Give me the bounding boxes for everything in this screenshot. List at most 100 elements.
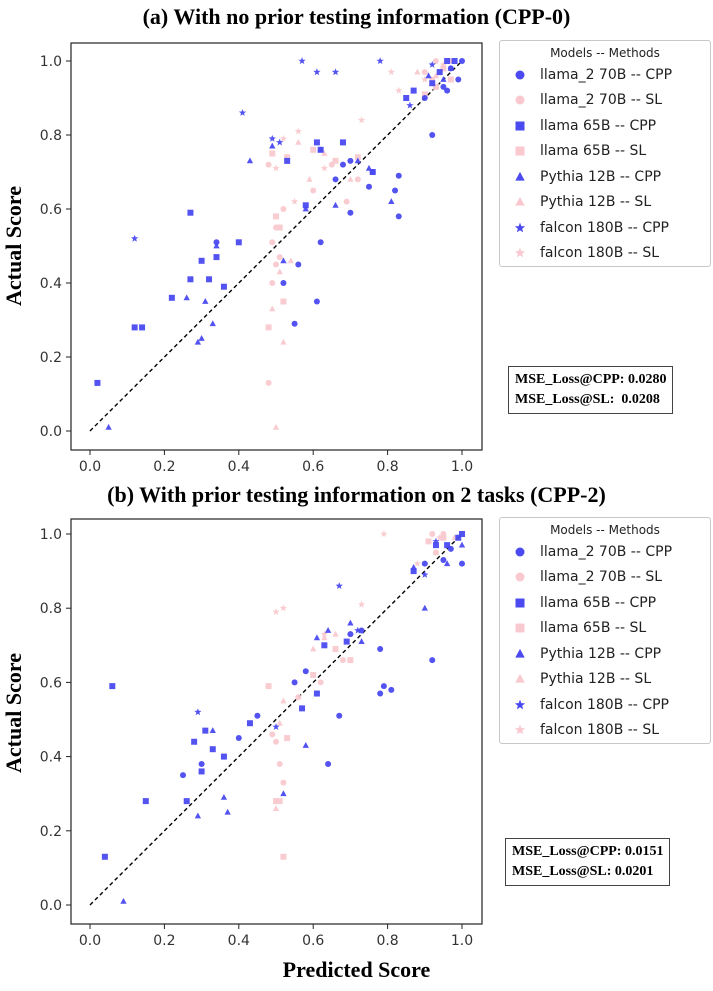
legend-b: Models -- Methods llama_2 70B -- CPP llam…	[499, 517, 711, 744]
data-point-circle-sl	[269, 239, 276, 246]
data-point-triangle-sl	[280, 338, 287, 345]
data-point-triangle-cpp	[209, 727, 216, 734]
data-point-star-sl	[320, 164, 329, 172]
data-point-star-cpp	[331, 68, 340, 76]
legend-marker-circle-icon	[500, 90, 540, 110]
data-point-triangle-cpp	[209, 320, 216, 327]
data-point-triangle-cpp	[425, 72, 432, 79]
y-tick-label-0: 0.8	[40, 128, 62, 144]
legend-marker-star-icon	[500, 243, 540, 263]
data-point-square-cpp	[339, 139, 346, 146]
legend-label: llama 65B -- CPP	[540, 594, 657, 611]
data-point-circle-sl	[421, 69, 428, 76]
legend-entry: llama_2 70B -- SL	[500, 565, 710, 591]
data-point-square-cpp	[302, 202, 309, 209]
data-point-square-cpp	[168, 294, 175, 301]
data-point-triangle-sl	[310, 645, 317, 652]
data-point-square-sl	[310, 146, 317, 153]
data-point-triangle-cpp	[198, 335, 205, 341]
legend-entry: llama_2 70B -- CPP	[500, 62, 710, 88]
data-point-star-cpp	[130, 234, 139, 242]
data-point-star-sl	[380, 530, 388, 538]
data-point-square-cpp	[451, 58, 458, 64]
data-point-star-cpp	[376, 57, 384, 65]
mse-cpp-a: MSE_Loss@CPP: 0.0280	[515, 372, 667, 387]
legend-marker-triangle-icon	[500, 192, 540, 212]
data-point-circle-cpp	[302, 668, 309, 675]
data-point-star-cpp	[406, 101, 414, 109]
data-point-triangle-sl	[432, 72, 440, 79]
data-point-square-cpp	[436, 69, 443, 76]
legend-label: Pythia 12B -- CPP	[540, 645, 662, 662]
x-tick-label-0: 0.4	[228, 459, 250, 475]
legend-label: Pythia 12B -- SL	[540, 671, 652, 688]
data-point-circle-cpp	[339, 161, 346, 168]
data-point-square-cpp	[284, 157, 291, 164]
legend-marker-square-icon	[500, 618, 540, 638]
data-point-star-sl	[395, 86, 403, 94]
data-point-triangle-sl	[272, 423, 280, 430]
data-point-triangle-cpp	[280, 257, 287, 264]
data-point-triangle-cpp	[388, 198, 395, 204]
data-point-circle-cpp	[388, 686, 395, 693]
legend-marker-star-icon	[500, 695, 540, 715]
data-point-circle-cpp	[444, 87, 451, 94]
data-point-triangle-cpp	[313, 634, 321, 641]
data-point-star-sl	[421, 75, 429, 83]
data-point-circle-cpp	[459, 560, 465, 567]
data-point-triangle-cpp	[194, 338, 202, 345]
data-point-square-cpp	[213, 254, 220, 261]
legend-b-title: Models -- Methods	[550, 523, 660, 537]
data-point-triangle-cpp	[443, 560, 451, 567]
legend-entry: llama 65B -- SL	[500, 139, 710, 165]
data-point-triangle-cpp	[365, 164, 373, 171]
legend-marker-star-icon	[500, 218, 540, 238]
data-point-square-sl	[269, 150, 276, 157]
data-point-circle-cpp	[213, 239, 220, 246]
data-point-square-cpp	[299, 705, 306, 712]
data-point-triangle-cpp	[458, 541, 466, 548]
data-point-square-cpp	[191, 738, 198, 745]
data-point-star-sl	[413, 559, 422, 567]
data-point-circle-cpp	[429, 657, 436, 664]
data-point-circle-sl	[310, 187, 317, 194]
data-point-circle-cpp	[347, 157, 354, 164]
legend-marker-square-icon	[500, 593, 540, 613]
data-point-square-sl	[280, 853, 287, 860]
data-point-triangle-cpp	[332, 201, 339, 208]
data-point-triangle-sl	[295, 138, 302, 145]
data-point-triangle-cpp	[358, 638, 365, 644]
data-point-triangle-cpp	[410, 563, 417, 570]
legend-marker-circle-icon	[500, 542, 540, 562]
data-point-triangle-cpp	[447, 64, 454, 71]
legend-entry: falcon 180B -- CPP	[500, 215, 710, 241]
y-tick-label-0: 0.2	[40, 350, 62, 366]
data-point-triangle-cpp	[421, 604, 428, 611]
legend-label: llama_2 70B -- CPP	[540, 66, 673, 83]
data-point-circle-cpp	[291, 679, 298, 686]
data-point-square-cpp	[313, 690, 320, 697]
legend-label: llama_2 70B -- SL	[540, 569, 663, 586]
data-point-triangle-cpp	[246, 157, 254, 164]
data-point-square-cpp	[109, 683, 116, 690]
data-point-circle-cpp	[291, 320, 298, 327]
data-point-circle-cpp	[347, 209, 354, 216]
data-point-square-cpp	[343, 638, 350, 645]
data-point-star-cpp	[194, 708, 202, 716]
y-tick-label-0: 1.0	[40, 54, 62, 70]
data-point-triangle-cpp	[302, 205, 309, 212]
data-point-square-sl	[265, 683, 272, 690]
data-point-triangle-cpp	[220, 793, 228, 800]
data-point-triangle-cpp	[202, 298, 209, 304]
data-point-circle-cpp	[380, 683, 387, 690]
data-point-star-sl	[387, 68, 395, 76]
data-point-circle-sl	[317, 679, 324, 686]
data-point-square-sl	[447, 76, 454, 83]
data-point-triangle-cpp	[302, 742, 309, 748]
data-point-star-sl	[279, 604, 288, 612]
y-tick-label-1: 1.0	[40, 527, 62, 543]
data-point-square-sl	[332, 646, 339, 653]
data-point-square-cpp	[403, 95, 410, 101]
data-point-circle-cpp	[366, 183, 372, 190]
data-point-square-cpp	[142, 798, 149, 805]
